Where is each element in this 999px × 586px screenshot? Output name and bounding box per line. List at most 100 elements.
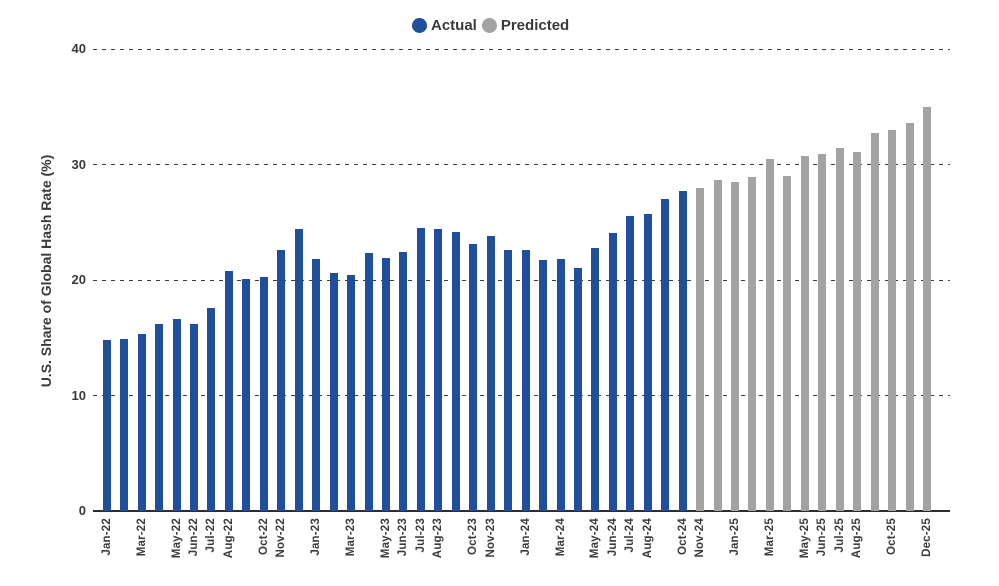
predicted-dot-icon — [481, 18, 497, 33]
y-tick-label-40: 40 — [71, 41, 86, 56]
bar-feb-25 — [748, 177, 757, 511]
x-tick-label-oct-25: Oct-25 — [886, 518, 899, 555]
bar-cell-jan-23: Jan-23 — [307, 49, 324, 556]
x-tick-label-oct-23: Oct-23 — [467, 518, 480, 555]
bar-cell-may-24: May-24 — [587, 49, 604, 558]
bar-may-25 — [800, 156, 809, 511]
bar-cell-may-25: May-25 — [796, 49, 813, 558]
y-tick-label-20: 20 — [71, 272, 86, 287]
bar-nov-25 — [905, 122, 914, 511]
bar-sep-22 — [242, 278, 251, 511]
bar-aug-22 — [224, 270, 233, 511]
bar-feb-23 — [329, 273, 338, 511]
x-tick-label-mar-25: Mar-25 — [763, 518, 776, 557]
x-tick-label-jul-22: Jul-22 — [205, 518, 218, 553]
bar-cell-apr-22 — [150, 49, 167, 511]
x-tick-label-dec-25: Dec-25 — [921, 518, 934, 557]
x-tick-label-aug-22: Aug-22 — [222, 518, 235, 559]
bar-mar-24 — [556, 259, 565, 511]
legend-item-actual: Actual — [412, 17, 477, 34]
bar-may-24 — [591, 247, 600, 511]
bar-nov-24 — [696, 187, 705, 511]
bar-cell-jun-22: Jun-22 — [185, 49, 202, 556]
bar-cell-nov-23: Nov-23 — [482, 49, 499, 558]
bar-jun-23 — [399, 252, 408, 511]
bar-dec-23 — [504, 249, 513, 511]
bar-cell-mar-23: Mar-23 — [342, 49, 359, 556]
y-tick-label-0: 0 — [78, 503, 86, 518]
bar-dec-22 — [294, 229, 303, 511]
x-tick-label-jun-25: Jun-25 — [816, 518, 829, 557]
bar-cell-jun-23: Jun-23 — [395, 49, 412, 556]
bar-feb-24 — [539, 260, 548, 511]
x-tick-label-oct-22: Oct-22 — [257, 518, 270, 555]
x-axis-line — [93, 510, 950, 512]
x-tick-label-jun-22: Jun-22 — [187, 518, 200, 557]
bar-cell-dec-24 — [709, 49, 726, 511]
bar-cell-mar-22: Mar-22 — [133, 49, 150, 556]
bar-feb-22 — [120, 338, 129, 511]
y-axis-title: U.S. Share of Global Hash Rate (%) — [38, 154, 54, 388]
x-tick-label-jul-25: Jul-25 — [833, 518, 846, 553]
bar-cell-mar-25: Mar-25 — [761, 49, 778, 556]
x-tick-label-aug-23: Aug-23 — [432, 518, 445, 559]
bar-oct-25 — [888, 129, 897, 511]
x-tick-label-aug-25: Aug-25 — [851, 518, 864, 559]
legend: Actual Predicted — [412, 17, 569, 34]
bar-cell-may-23: May-23 — [377, 49, 394, 558]
bar-may-22 — [172, 319, 181, 511]
bar-cell-jan-22: Jan-22 — [98, 49, 115, 556]
x-tick-label-may-23: May-23 — [379, 518, 392, 559]
bar-nov-23 — [486, 236, 495, 511]
x-tick-label-jan-23: Jan-23 — [310, 518, 323, 556]
bar-apr-23 — [364, 253, 373, 511]
bar-cell-sep-25 — [866, 49, 883, 511]
bar-jul-23 — [416, 228, 425, 511]
bar-oct-22 — [259, 276, 268, 511]
bar-dec-25 — [923, 106, 932, 511]
bar-cell-nov-24: Nov-24 — [691, 49, 708, 558]
bar-sep-24 — [661, 199, 670, 511]
x-tick-label-jun-23: Jun-23 — [397, 518, 410, 557]
bar-cell-dec-23 — [499, 49, 516, 511]
bar-jan-23 — [312, 259, 321, 511]
bar-cell-may-22: May-22 — [168, 49, 185, 558]
bar-oct-24 — [678, 191, 687, 511]
bar-apr-22 — [155, 323, 164, 511]
bar-jun-25 — [818, 154, 827, 511]
bar-cell-apr-25 — [779, 49, 796, 511]
bar-cell-aug-23: Aug-23 — [430, 49, 447, 558]
bar-apr-24 — [573, 268, 582, 511]
bar-cell-jan-25: Jan-25 — [726, 49, 743, 556]
gridline-20 — [93, 279, 950, 281]
bar-nov-22 — [277, 249, 286, 511]
x-tick-label-may-24: May-24 — [589, 518, 602, 559]
bar-cell-apr-23 — [360, 49, 377, 511]
x-tick-label-may-22: May-22 — [170, 518, 183, 559]
gridline-10 — [93, 395, 950, 396]
bar-jan-24 — [521, 249, 530, 511]
x-tick-label-may-25: May-25 — [798, 518, 811, 559]
plot-area: Jan-22 Mar-22 May-22 Jun-22 Jul-22 Aug-22 Oct-… — [93, 48, 950, 558]
bar-jun-24 — [608, 232, 617, 511]
actual-dot-icon — [412, 18, 427, 33]
gridline-30 — [93, 164, 950, 165]
x-tick-label-oct-24: Oct-24 — [676, 518, 689, 555]
bar-cell-oct-24: Oct-24 — [674, 49, 691, 555]
bar-cell-feb-22 — [115, 49, 132, 511]
gridline-40 — [93, 48, 950, 50]
bar-cell-aug-25: Aug-25 — [848, 49, 865, 558]
bar-jul-25 — [835, 148, 844, 511]
bar-aug-23 — [434, 229, 443, 511]
bar-cell-apr-24 — [569, 49, 586, 511]
bar-cell-jul-25: Jul-25 — [831, 49, 848, 552]
x-tick-label-nov-22: Nov-22 — [275, 518, 288, 558]
y-tick-label-10: 10 — [71, 387, 86, 403]
bar-dec-24 — [713, 179, 722, 511]
bar-cell-sep-22 — [238, 49, 255, 511]
bar-cell-dec-25: Dec-25 — [918, 49, 935, 557]
bar-cell-jun-25: Jun-25 — [814, 49, 831, 556]
bar-cell-aug-24: Aug-24 — [639, 49, 656, 558]
legend-label-actual: Actual — [431, 17, 477, 34]
x-tick-label-jan-24: Jan-24 — [519, 518, 532, 556]
